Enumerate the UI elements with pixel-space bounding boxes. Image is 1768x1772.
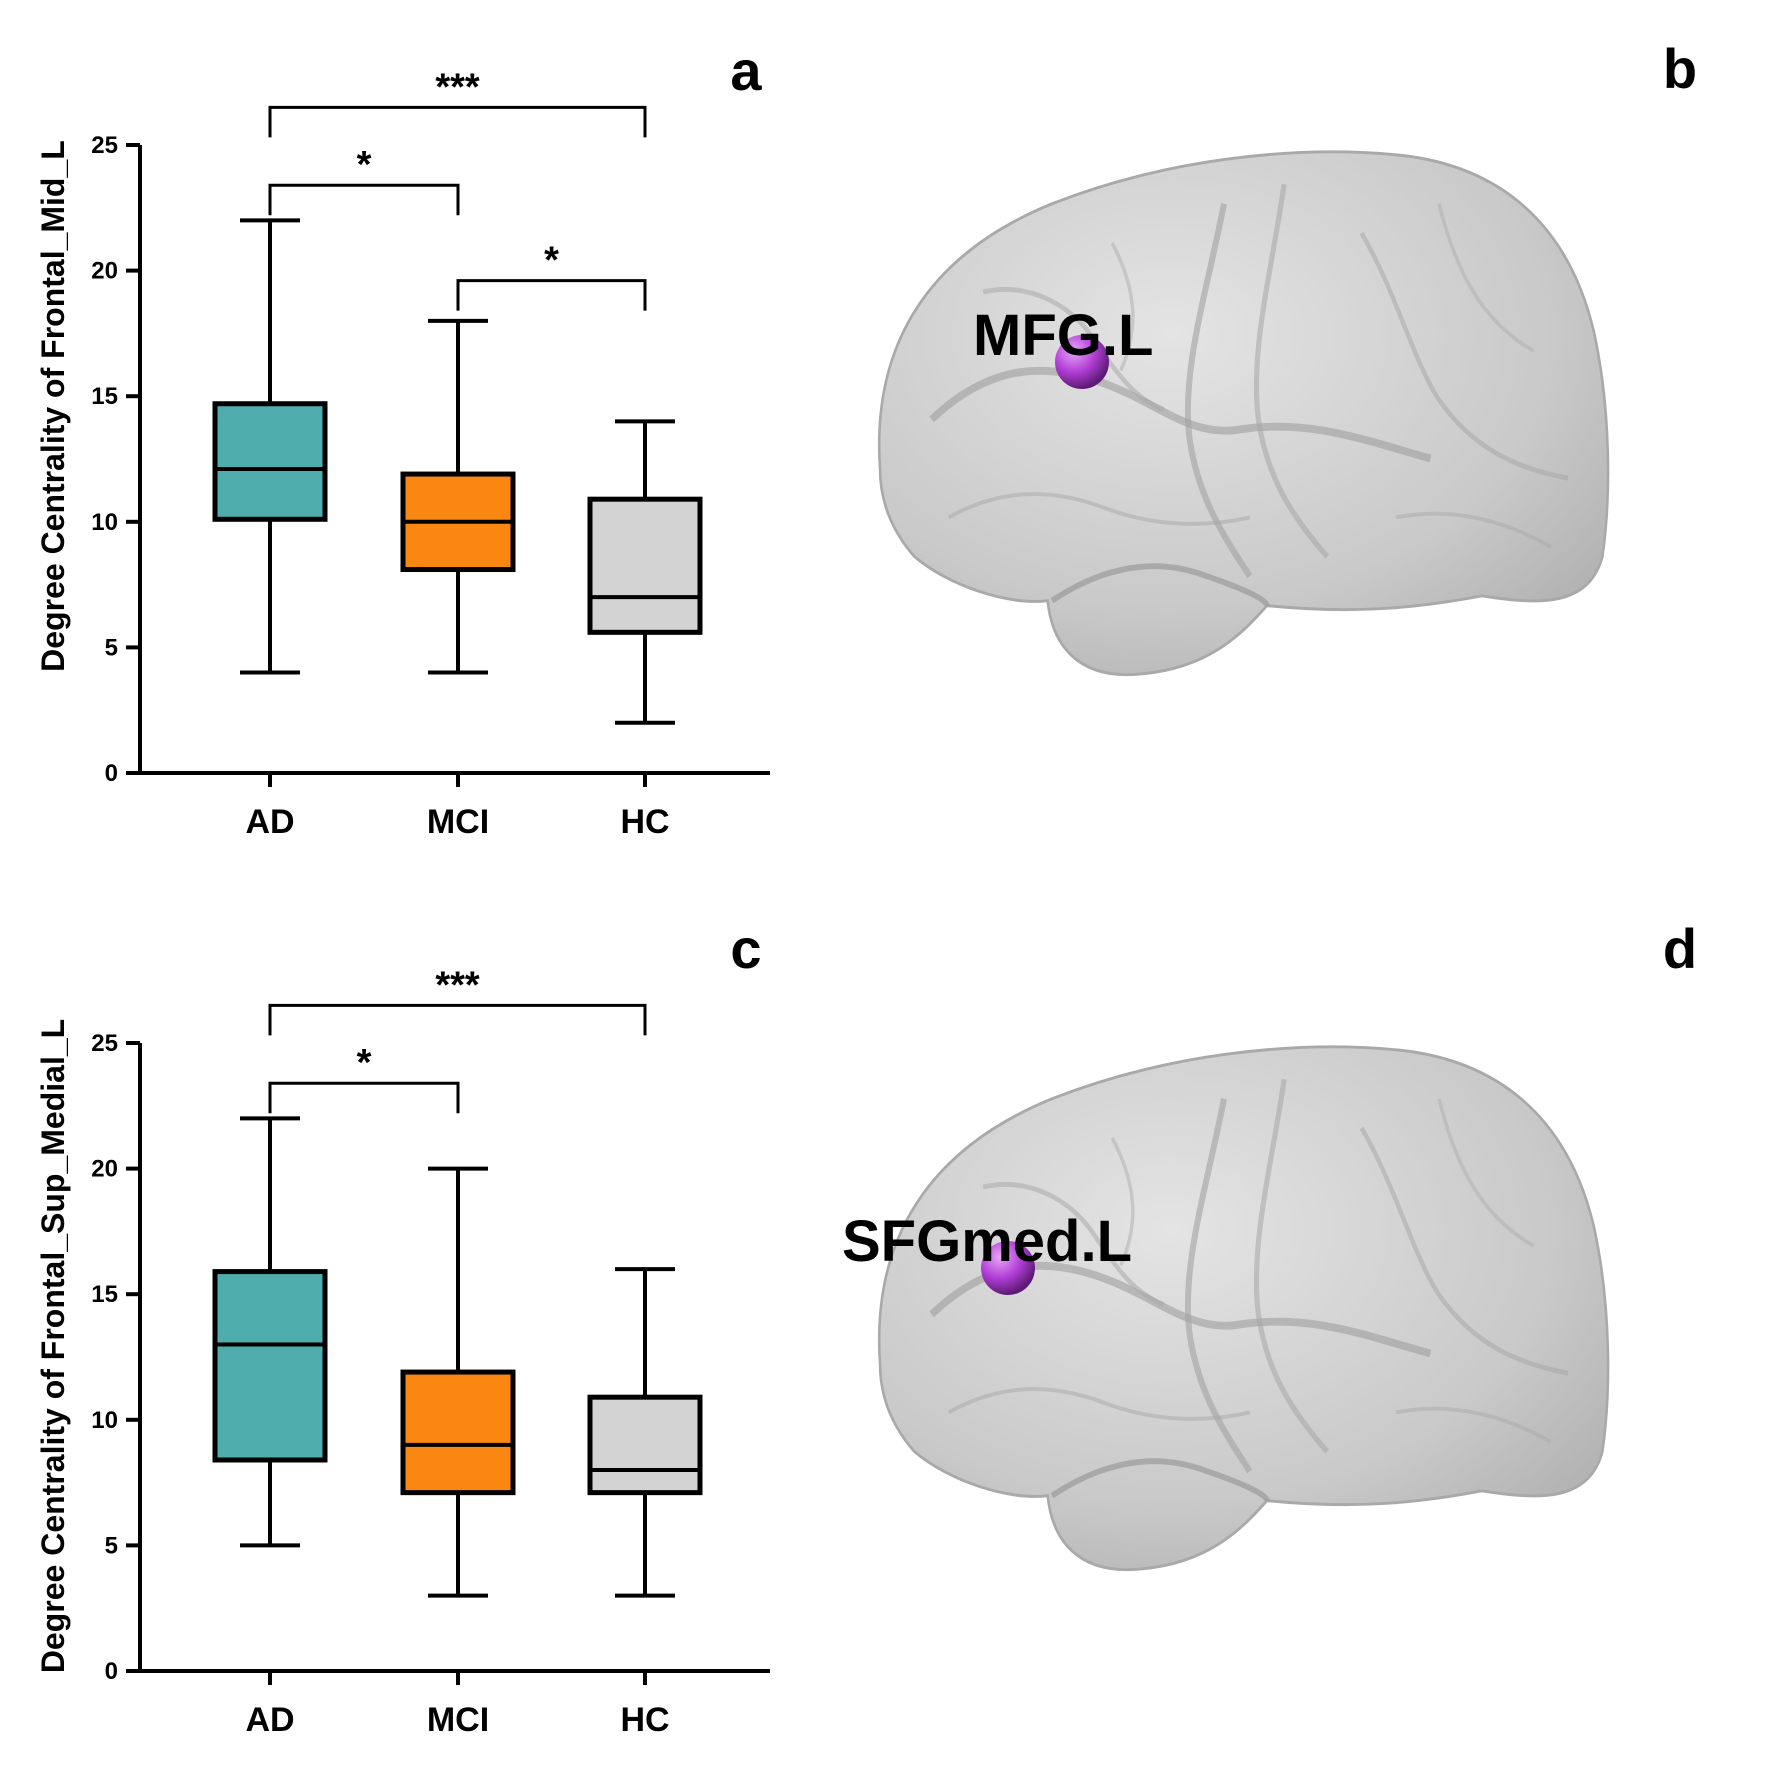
boxes-c <box>212 1116 703 1598</box>
region-marker-b <box>1055 335 1109 389</box>
x-tick-label: MCI <box>427 803 489 841</box>
box-hc <box>587 1394 703 1496</box>
box-mci <box>400 1369 516 1496</box>
y-tick-label: 25 <box>91 1030 118 1057</box>
y-tick-label: 15 <box>91 1281 118 1308</box>
panel-letter-d: d <box>1663 917 1697 980</box>
significance-bracket <box>268 105 647 138</box>
significance-brackets-c: **** <box>268 964 647 1114</box>
box-ad <box>212 1269 328 1463</box>
y-tick-label: 20 <box>91 1156 118 1183</box>
y-tick-label: 10 <box>91 509 118 536</box>
significance-bracket <box>268 183 460 216</box>
x-tick-label: MCI <box>427 1701 489 1739</box>
significance-bracket <box>268 1003 647 1036</box>
y-tick-label: 0 <box>105 1658 118 1685</box>
significance-label: * <box>357 144 372 186</box>
significance-label: *** <box>435 964 480 1006</box>
panel-letter-a: a <box>730 39 762 102</box>
y-tick-label: 0 <box>105 760 118 787</box>
panel-letter-c: c <box>730 917 761 980</box>
significance-label: * <box>357 1042 372 1084</box>
significance-bracket <box>268 1081 460 1114</box>
box-plot-panel-c: Degree Centrality of Frontal_Sup_Medial_… <box>35 917 770 1739</box>
box-hc <box>587 496 703 635</box>
brain-render-panel-b: MFG.L b <box>879 37 1697 675</box>
significance-brackets-a: ***** <box>268 66 647 311</box>
y-tick-label: 5 <box>105 634 118 661</box>
y-tick-label: 25 <box>91 132 118 159</box>
y-tick-label: 5 <box>105 1532 118 1559</box>
significance-label: *** <box>435 66 480 108</box>
y-tick-label: 15 <box>91 383 118 410</box>
box-plot-panel-a: Degree Centrality of Frontal_Mid_L 0 5 10 1… <box>35 39 770 841</box>
x-tick-label: AD <box>245 1701 294 1739</box>
significance-bracket <box>456 279 647 311</box>
x-tick-label: AD <box>245 803 294 841</box>
brain-render-panel-d: SFGmed.L d <box>842 917 1697 1570</box>
y-tick-label: 10 <box>91 1407 118 1434</box>
box-ad <box>212 401 328 522</box>
region-label-b: MFG.L <box>973 303 1153 368</box>
significance-label: * <box>544 240 559 282</box>
brain-surface-b <box>879 152 1608 675</box>
y-axis-label-a: Degree Centrality of Frontal_Mid_L <box>35 140 71 672</box>
region-marker-d <box>981 1241 1035 1295</box>
x-tick-label: HC <box>620 1701 669 1739</box>
y-tick-label: 20 <box>91 258 118 285</box>
region-label-d: SFGmed.L <box>842 1209 1132 1274</box>
panel-letter-b: b <box>1663 37 1697 100</box>
x-tick-label: HC <box>620 803 669 841</box>
y-axis-label-c: Degree Centrality of Frontal_Sup_Medial_… <box>35 1019 71 1673</box>
brain-surface-d <box>879 1047 1608 1570</box>
axes-c: 0 5 10 15 20 25 AD MCI HC <box>91 1030 770 1739</box>
boxes-a <box>212 218 703 725</box>
axes-a: 0 5 10 15 20 25 AD MCI HC <box>91 132 770 841</box>
